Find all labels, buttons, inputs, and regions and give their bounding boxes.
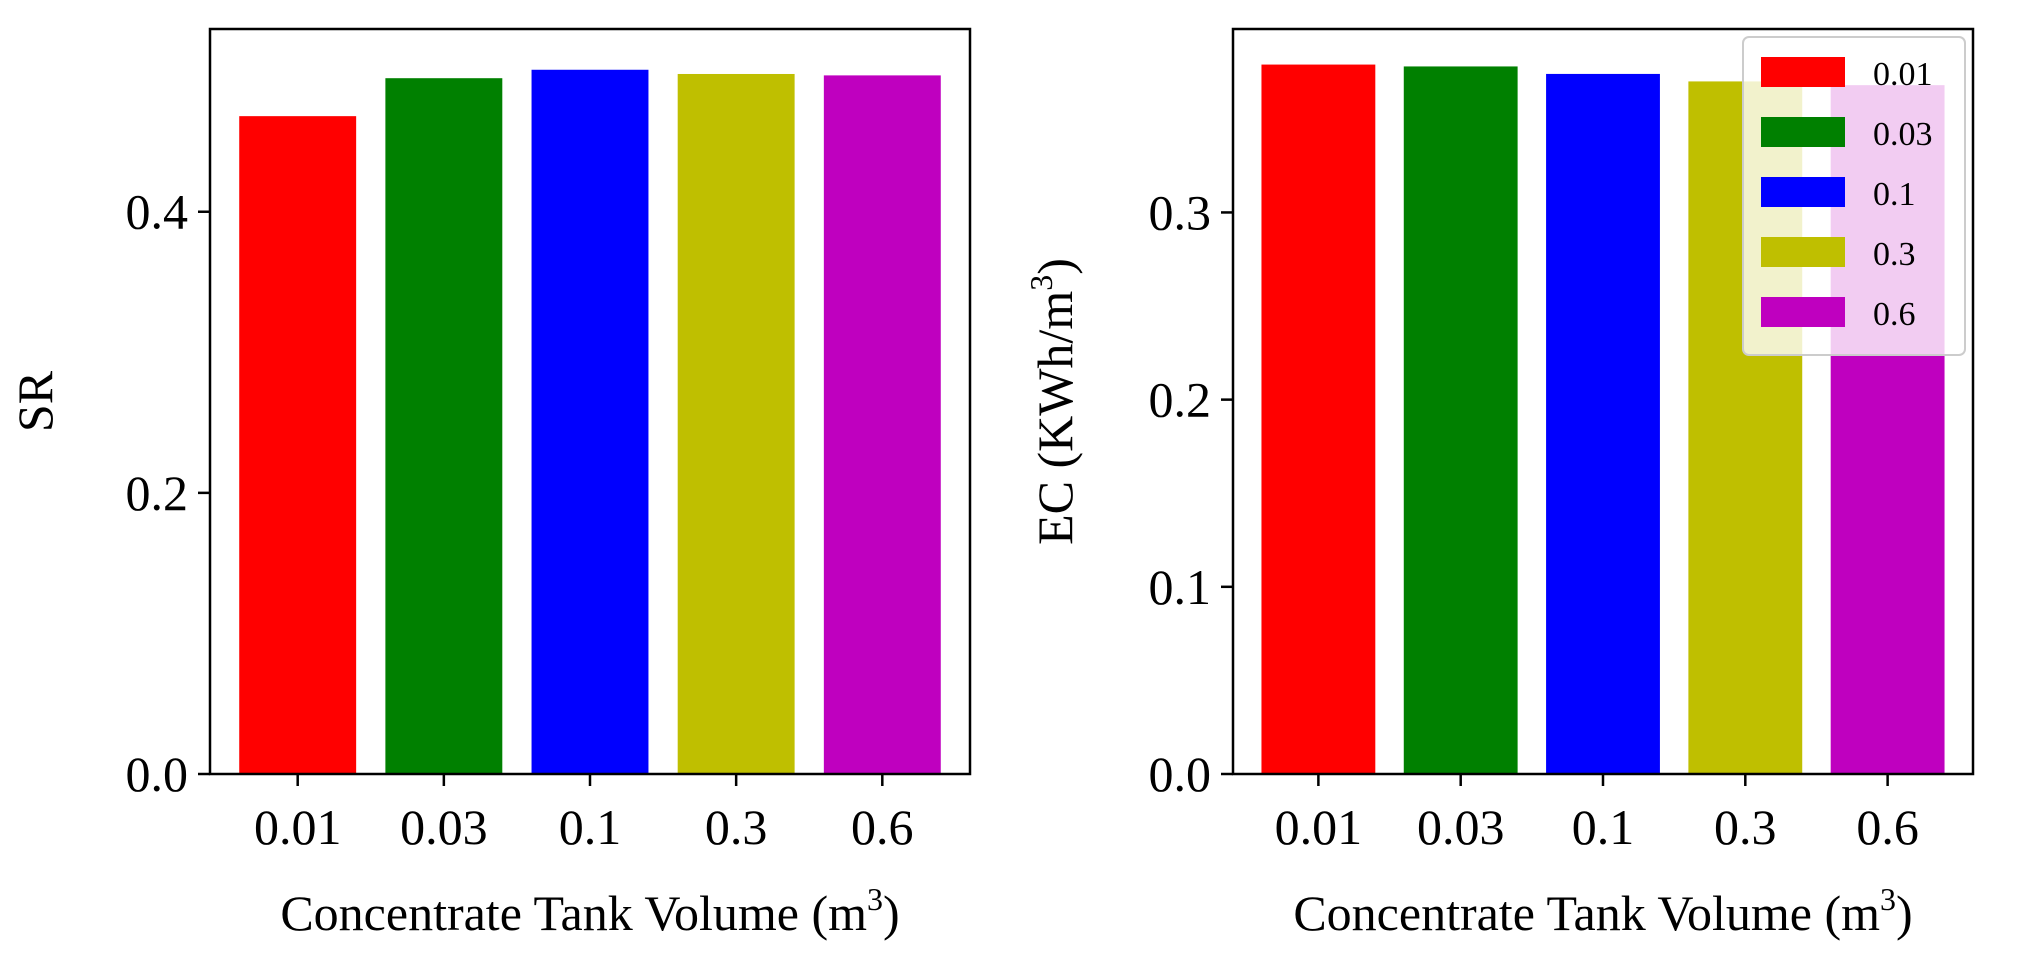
bar-0.1 — [531, 69, 649, 774]
bar-0.03 — [385, 78, 503, 774]
legend-box — [1742, 36, 1966, 356]
x-tick-label: 0.1 — [559, 799, 622, 855]
y-tick-label: 0.3 — [1149, 184, 1212, 240]
legend-swatch — [1761, 117, 1845, 147]
ec-bar-chart: 0.01 0.03 0.1 0.3 0.6 0.0 0.1 0.2 0.3 Concentrate… — [1023, 27, 1975, 941]
bar-0.03 — [1403, 66, 1518, 774]
legend-label: 0.01 — [1873, 56, 1933, 93]
x-tick-label: 0.3 — [705, 799, 768, 855]
legend-label: 0.03 — [1873, 116, 1933, 153]
x-tick-label: 0.6 — [1856, 799, 1919, 855]
bar-0.6 — [823, 75, 941, 775]
x-tick-label: 0.03 — [400, 799, 488, 855]
y-axis-label: SR — [7, 370, 63, 432]
y-tick-label: 0.0 — [1149, 746, 1212, 802]
x-axis-label: Concentrate Tank Volume (m3) — [280, 881, 899, 941]
legend-swatch — [1761, 297, 1845, 327]
x-tick-label: 0.01 — [254, 799, 342, 855]
bar-0.3 — [677, 73, 795, 774]
y-tick-label: 0.2 — [126, 465, 189, 521]
legend-swatch — [1761, 57, 1845, 87]
legend-label: 0.3 — [1873, 236, 1916, 273]
y-tick-label: 0.4 — [126, 184, 189, 240]
x-tick-label: 0.03 — [1417, 799, 1505, 855]
legend-swatch — [1761, 237, 1845, 267]
y-tick-label: 0.2 — [1149, 372, 1212, 428]
legend-label: 0.1 — [1873, 176, 1916, 213]
bar-0.01 — [1261, 64, 1376, 775]
x-tick-label: 0.1 — [1572, 799, 1635, 855]
legend-swatch — [1761, 177, 1845, 207]
legend-label: 0.6 — [1873, 296, 1916, 333]
sr-bar-chart: 0.01 0.03 0.1 0.3 0.6 0.0 0.2 0.4 Concentrate Ta… — [7, 27, 972, 941]
x-tick-label: 0.3 — [1714, 799, 1777, 855]
y-axis-label: EC (KWh/m3) — [1023, 258, 1083, 545]
x-tick-label: 0.6 — [851, 799, 914, 855]
bar-0.01 — [239, 116, 357, 774]
bar-0.1 — [1546, 73, 1660, 774]
y-tick-label: 0.0 — [126, 746, 189, 802]
x-axis-label: Concentrate Tank Volume (m3) — [1293, 881, 1912, 941]
legend: 0.01 0.03 0.1 0.3 0.6 — [1742, 36, 1966, 356]
y-tick-label: 0.1 — [1149, 559, 1212, 615]
x-tick-label: 0.01 — [1275, 799, 1363, 855]
